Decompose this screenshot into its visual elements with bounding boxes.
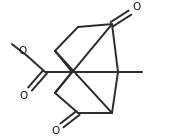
Text: O: O: [52, 126, 60, 136]
Text: O: O: [132, 2, 140, 12]
Text: O: O: [19, 46, 27, 56]
Text: O: O: [20, 91, 28, 101]
